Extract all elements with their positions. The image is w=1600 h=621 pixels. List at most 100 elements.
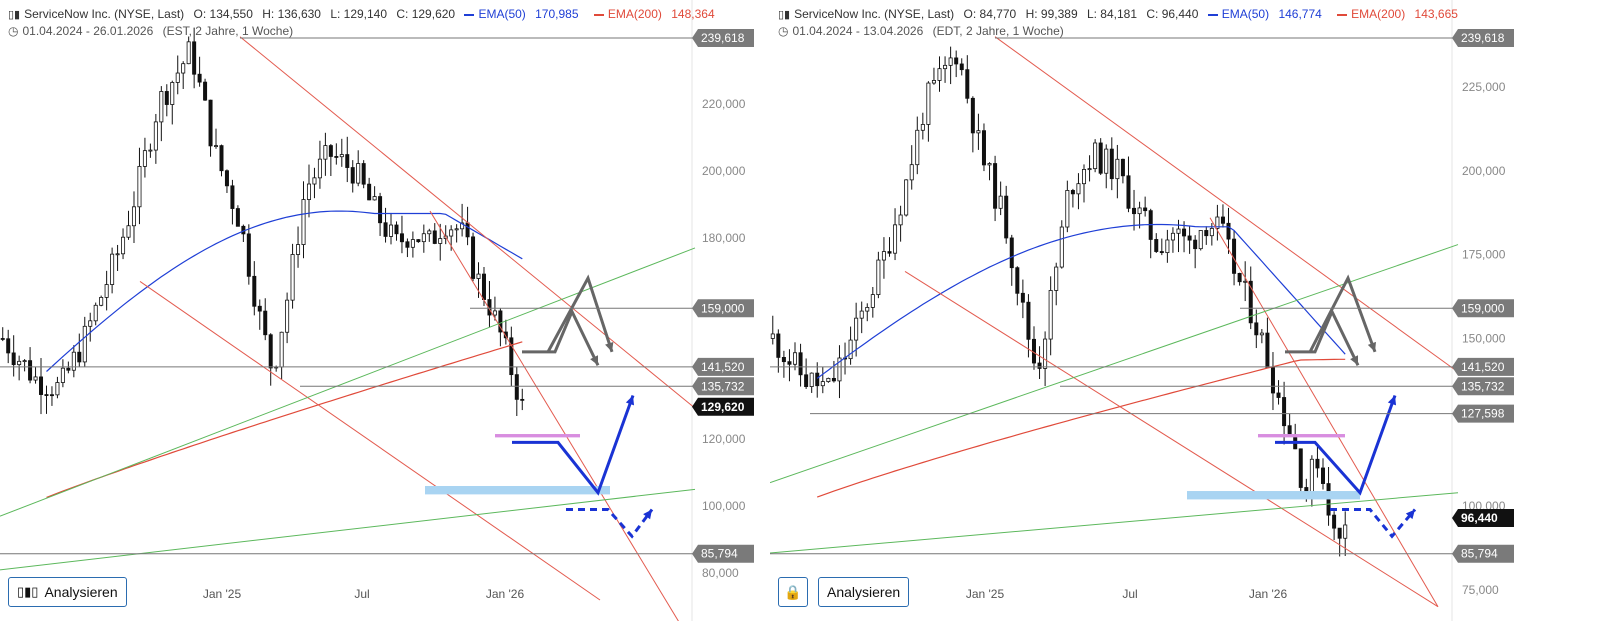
candle-body — [1043, 338, 1048, 369]
chart-legend-right: ▯▮ ServiceNow Inc. (NYSE, Last) O: 84,770… — [778, 6, 1470, 39]
price-level-tag — [692, 357, 754, 376]
price-chart-left[interactable]: 80,000 100,000 120,000 180,000 200,000 220,00… — [0, 0, 760, 621]
candle-body — [1137, 207, 1142, 215]
candle-body — [1220, 216, 1225, 224]
candle-body — [60, 367, 65, 383]
chart-panel-left: 80,000 100,000 120,000 180,000 200,000 220,00… — [0, 0, 760, 621]
candle-body — [859, 310, 864, 319]
candle-body — [1031, 338, 1036, 364]
candle-body — [1298, 448, 1303, 488]
ema200-swatch — [1337, 13, 1348, 16]
candle-body — [290, 254, 295, 301]
candle-body — [197, 73, 202, 83]
y-tick-label: 200,000 — [702, 164, 746, 178]
candle-body — [870, 294, 875, 308]
candle-body — [449, 229, 454, 237]
candle-body — [350, 167, 355, 184]
candle-body — [1248, 280, 1253, 324]
candle-body — [372, 196, 377, 201]
candle-body — [383, 222, 388, 237]
scenario-path — [1285, 308, 1360, 366]
candle-body — [1104, 148, 1109, 174]
x-tick-label: Jul — [354, 587, 369, 601]
scenario-path — [1308, 274, 1377, 353]
candle-body — [804, 374, 809, 387]
ema50-swatch — [464, 13, 475, 16]
ema200-label: EMA(200) — [607, 7, 662, 21]
scenario-arrowhead — [625, 395, 635, 406]
trend-line — [429, 210, 679, 621]
candlestick-icon: ▯▮ — [778, 9, 791, 21]
candle-body — [498, 310, 503, 333]
trend-line — [904, 270, 1439, 608]
price-level-label: 135,732 — [701, 379, 745, 393]
candle-body — [1226, 222, 1231, 240]
candle-body — [257, 305, 262, 312]
y-tick-label: 100,000 — [702, 499, 746, 513]
candle-body — [22, 360, 27, 363]
candle-body — [0, 338, 5, 340]
price-level-tag — [1452, 377, 1514, 396]
candle-body — [334, 156, 339, 158]
candle-body — [1237, 272, 1242, 283]
analyze-button[interactable]: Analysieren — [818, 577, 910, 607]
candle-body — [394, 224, 399, 235]
candle-body — [296, 244, 301, 255]
trend-line — [139, 281, 601, 601]
candle-body — [361, 163, 366, 185]
date-range: 01.04.2024 - 13.04.2026 — [792, 24, 924, 38]
support-zone — [495, 434, 580, 438]
scenario-arrowhead — [1387, 395, 1397, 406]
candle-body — [416, 239, 421, 243]
price-level-tag — [692, 544, 754, 563]
price-level-label: 239,618 — [701, 31, 745, 45]
candle-body — [1187, 235, 1192, 241]
trend-line — [770, 492, 1459, 554]
y-tick-label: 75,000 — [1462, 583, 1499, 597]
ohlc-high: H: 136,630 — [262, 7, 321, 21]
candle-body — [854, 317, 859, 341]
candle-body — [876, 259, 881, 296]
candle-body — [432, 230, 437, 244]
candle-body — [317, 158, 322, 179]
candle-body — [279, 331, 284, 368]
candle-body — [66, 367, 71, 371]
candle-body — [93, 304, 98, 322]
candle-body — [1276, 392, 1281, 398]
candle-body — [848, 339, 853, 360]
price-chart-right[interactable]: 75,000100,000150,000175,000200,000225,00… — [770, 0, 1600, 621]
analyze-button[interactable]: ▯▮▯ Analysieren — [8, 577, 127, 607]
candle-body — [153, 121, 158, 151]
candle-body — [970, 97, 975, 134]
candle-body — [427, 230, 432, 235]
candle-body — [993, 163, 998, 209]
range-meta: (EDT, 2 Jahre, 1 Woche) — [932, 24, 1064, 38]
candle-body — [1054, 266, 1059, 291]
candle-body — [170, 82, 175, 105]
support-zone — [1187, 491, 1360, 500]
candle-body — [954, 57, 959, 65]
ema50-line — [46, 210, 523, 372]
candle-body — [976, 130, 981, 134]
candle-body — [203, 81, 208, 101]
candle-body — [1143, 207, 1148, 212]
candle-body — [88, 320, 93, 327]
candle-body — [937, 68, 942, 81]
scenario-arrowhead — [605, 341, 614, 352]
candle-body — [492, 310, 497, 316]
analyze-button-label: Analysieren — [827, 584, 901, 600]
candle-body — [1109, 148, 1114, 180]
chart-legend-left: ▯▮ ServiceNow Inc. (NYSE, Last) O: 134,55… — [8, 6, 727, 39]
y-tick-label: 225,000 — [1462, 80, 1506, 94]
candle-body — [1170, 232, 1175, 241]
candle-body — [959, 63, 964, 71]
lock-button[interactable]: 🔒 — [778, 577, 808, 607]
candle-body — [1059, 226, 1064, 268]
candle-body — [104, 284, 109, 298]
scenario-arrowhead — [1350, 355, 1358, 366]
price-level-label: 127,598 — [1461, 407, 1505, 421]
price-level-tag — [1452, 357, 1514, 376]
candle-body — [55, 382, 60, 396]
candle-body — [126, 225, 131, 238]
clock-icon: ◷ — [8, 24, 19, 38]
